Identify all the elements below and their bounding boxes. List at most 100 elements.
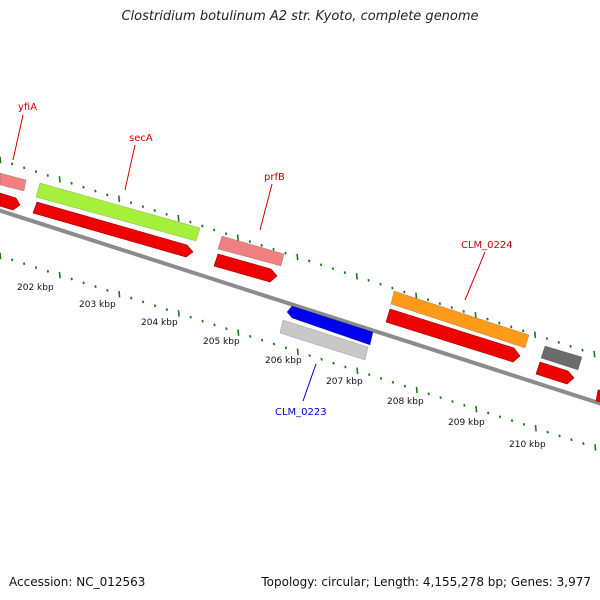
gene-label-prfb[interactable]: prfB bbox=[264, 172, 285, 183]
inner-tick bbox=[82, 281, 85, 285]
inner-tick bbox=[106, 288, 109, 292]
tick-label-206: 206 kbp bbox=[265, 356, 302, 366]
outer-tick bbox=[236, 234, 239, 241]
tick-label-210: 210 kbp bbox=[509, 440, 546, 450]
outer-tick bbox=[426, 298, 430, 302]
gene-feature-clm-0223-track2[interactable] bbox=[279, 319, 369, 361]
inner-tick bbox=[201, 319, 204, 323]
callout-line-clm-0224 bbox=[464, 251, 486, 301]
outer-tick bbox=[22, 166, 26, 170]
gene-label-clm-0224[interactable]: CLM_0224 bbox=[461, 240, 513, 251]
outer-tick bbox=[248, 240, 251, 243]
inner-tick bbox=[594, 444, 597, 451]
inner-tick bbox=[570, 438, 573, 442]
gene-feature-clm-0223[interactable] bbox=[286, 305, 374, 346]
callout-line-clm-0223 bbox=[302, 363, 317, 402]
tick-label-205: 205 kbp bbox=[203, 337, 240, 347]
cds-arrow-seca[interactable] bbox=[32, 201, 194, 258]
outer-tick bbox=[438, 302, 442, 306]
inner-tick bbox=[344, 365, 347, 369]
outer-tick bbox=[486, 317, 489, 321]
inner-tick bbox=[249, 334, 252, 338]
accession-text: Accession: NC_012563 bbox=[9, 575, 146, 589]
outer-tick bbox=[581, 348, 584, 352]
cds-arrow-edge[interactable] bbox=[595, 389, 600, 403]
tick-label-207: 207 kbp bbox=[326, 377, 363, 387]
cds-arrow-clm-0224[interactable] bbox=[385, 308, 521, 363]
outer-tick bbox=[0, 156, 2, 164]
outer-tick bbox=[545, 337, 549, 340]
inner-tick bbox=[391, 380, 395, 384]
outer-tick bbox=[593, 350, 596, 358]
callout-line-prfb bbox=[259, 183, 273, 231]
inner-tick bbox=[403, 384, 407, 388]
outer-tick bbox=[129, 201, 133, 205]
outer-tick bbox=[403, 290, 406, 294]
inner-tick bbox=[260, 338, 264, 342]
outer-tick bbox=[331, 267, 335, 271]
inner-tick bbox=[498, 415, 502, 419]
gene-feature-seca[interactable] bbox=[35, 182, 201, 242]
outer-tick bbox=[11, 162, 14, 166]
outer-tick bbox=[118, 195, 121, 203]
gene-callouts bbox=[12, 114, 486, 402]
gene-feature-prfb[interactable] bbox=[217, 235, 285, 267]
cds-arrow-yfia[interactable] bbox=[0, 192, 21, 211]
inner-tick bbox=[379, 377, 383, 380]
tick-label-202: 202 kbp bbox=[17, 283, 54, 293]
outer-tick bbox=[70, 181, 73, 185]
tick-label-203: 203 kbp bbox=[79, 300, 116, 310]
outer-tick bbox=[391, 286, 394, 290]
gene-feature-yfia[interactable] bbox=[0, 172, 27, 192]
gene-feature-unlabeled[interactable] bbox=[540, 345, 583, 371]
outer-tick bbox=[260, 243, 263, 247]
outer-tick bbox=[213, 228, 216, 232]
inner-tick-marks bbox=[0, 252, 597, 451]
tick-label-208: 208 kbp bbox=[387, 397, 424, 407]
inner-tick bbox=[46, 269, 50, 273]
outer-tick bbox=[462, 309, 465, 313]
genome-summary-text: Topology: circular; Length: 4,155,278 bp… bbox=[261, 575, 591, 589]
outer-tick bbox=[201, 224, 204, 228]
inner-tick bbox=[582, 442, 585, 446]
outer-tick bbox=[34, 170, 38, 174]
inner-tick bbox=[22, 262, 26, 266]
inner-tick bbox=[356, 367, 359, 375]
outer-tick bbox=[379, 282, 382, 286]
cds-arrow-unlabeled[interactable] bbox=[535, 361, 575, 385]
outer-tick bbox=[308, 259, 311, 263]
outer-tick bbox=[498, 321, 501, 325]
outer-tick bbox=[165, 212, 168, 216]
gene-label-yfia[interactable]: yfiA bbox=[18, 102, 37, 113]
outer-tick bbox=[569, 344, 572, 348]
cds-arrows bbox=[0, 192, 600, 403]
tick-label-209: 209 kbp bbox=[448, 418, 485, 428]
outer-tick bbox=[450, 306, 453, 309]
inner-tick bbox=[284, 346, 288, 350]
inner-tick bbox=[308, 354, 311, 357]
outer-tick bbox=[533, 331, 537, 338]
outer-tick bbox=[272, 247, 275, 251]
outer-tick bbox=[189, 220, 192, 224]
cds-arrow-prfb[interactable] bbox=[213, 253, 278, 283]
inner-tick bbox=[475, 405, 478, 413]
gene-feature-clm-0224[interactable] bbox=[390, 290, 530, 349]
gene-label-seca[interactable]: secA bbox=[129, 133, 153, 144]
outer-tick bbox=[284, 251, 287, 255]
inner-tick bbox=[94, 285, 97, 289]
inner-tick bbox=[320, 357, 323, 361]
outer-tick bbox=[153, 209, 156, 212]
outer-tick bbox=[58, 176, 61, 183]
inner-tick bbox=[332, 361, 335, 365]
outer-tick bbox=[94, 189, 97, 193]
inner-tick bbox=[213, 323, 216, 327]
inner-tick bbox=[451, 400, 454, 403]
outer-tick bbox=[343, 271, 347, 275]
inner-tick bbox=[439, 396, 442, 400]
gene-label-clm-0223[interactable]: CLM_0223 bbox=[275, 407, 327, 418]
inner-tick bbox=[534, 424, 537, 432]
callout-line-seca bbox=[124, 144, 136, 191]
inner-tick bbox=[0, 252, 2, 260]
inner-tick bbox=[558, 434, 561, 438]
